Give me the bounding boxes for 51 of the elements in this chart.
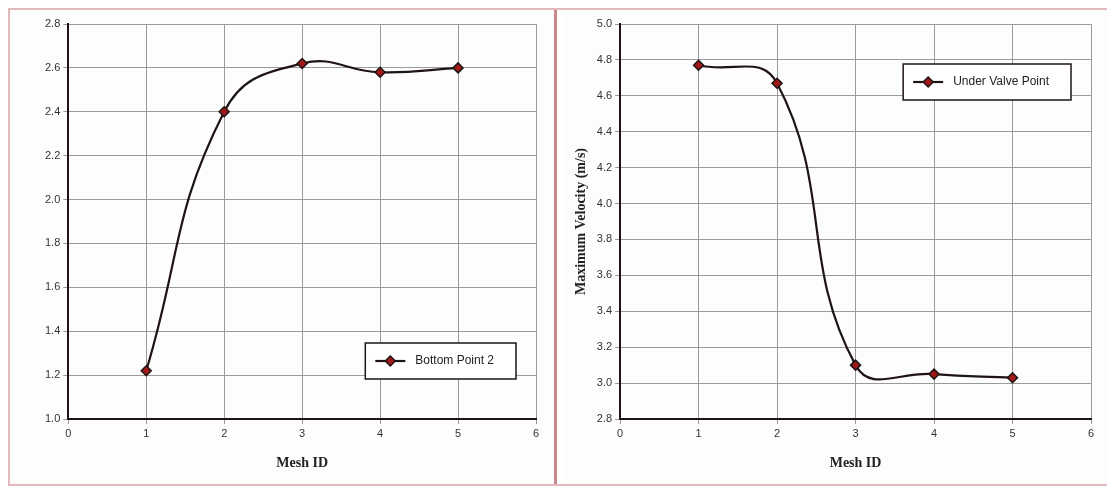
x-axis-title: Mesh ID bbox=[276, 455, 329, 471]
x-tick-label: 4 bbox=[377, 426, 384, 439]
legend-label: Under Valve Point bbox=[953, 74, 1050, 89]
point bbox=[218, 106, 230, 118]
point bbox=[928, 368, 940, 380]
point bbox=[849, 359, 862, 371]
y-tick-label: 1.6 bbox=[44, 280, 61, 293]
legend-label: Bottom Point 2 bbox=[415, 353, 495, 368]
x-tick-label: 0 bbox=[65, 426, 72, 439]
y-tick-label: 1.4 bbox=[44, 324, 61, 337]
point bbox=[296, 57, 308, 70]
y-tick-label: 3.4 bbox=[596, 304, 613, 317]
y-tick-label: 1.0 bbox=[44, 412, 61, 425]
point bbox=[692, 59, 705, 72]
y-tick-label: 4.8 bbox=[596, 52, 613, 65]
point bbox=[140, 364, 152, 377]
x-tick-label: 6 bbox=[532, 426, 540, 439]
x-tick-label: 6 bbox=[1087, 426, 1095, 439]
y-tick-label: 4.2 bbox=[596, 160, 613, 173]
y-axis-title: Maximum Velocity (m/s) bbox=[573, 147, 590, 295]
x-tick-label: 5 bbox=[454, 426, 462, 439]
y-tick-label: 3.8 bbox=[596, 232, 613, 245]
point bbox=[452, 62, 464, 74]
y-tick-label: 5.0 bbox=[596, 17, 613, 30]
x-tick-label: 4 bbox=[930, 426, 938, 439]
y-tick-label: 2.6 bbox=[44, 60, 61, 73]
y-tick-label: 1.8 bbox=[44, 236, 61, 249]
point bbox=[1006, 371, 1019, 384]
y-tick-label: 2.8 bbox=[596, 412, 613, 425]
y-tick-label: 2.4 bbox=[44, 104, 61, 117]
x-tick-label: 0 bbox=[617, 426, 624, 439]
y-tick-label: 2.8 bbox=[44, 17, 61, 30]
x-tick-label: 2 bbox=[221, 426, 228, 439]
x-tick-label: 3 bbox=[852, 426, 859, 439]
y-tick-label: 3.6 bbox=[596, 268, 613, 281]
y-tick-label: 4.6 bbox=[596, 88, 613, 101]
x-axis-title: Mesh ID bbox=[829, 455, 882, 471]
y-tick-label: 2.2 bbox=[44, 148, 61, 161]
y-tick-label: 4.4 bbox=[596, 124, 613, 137]
x-tick-label: 5 bbox=[1009, 426, 1016, 439]
point bbox=[374, 66, 386, 79]
point bbox=[771, 77, 783, 89]
y-tick-label: 1.2 bbox=[44, 368, 61, 381]
x-tick-label: 1 bbox=[695, 426, 702, 439]
x-tick-label: 1 bbox=[143, 426, 150, 439]
x-tick-label: 3 bbox=[299, 426, 306, 439]
y-tick-label: 3.2 bbox=[596, 340, 613, 353]
y-tick-label: 3.0 bbox=[596, 376, 613, 389]
y-tick-label: 4.0 bbox=[596, 196, 613, 209]
y-tick-label: 2.0 bbox=[44, 192, 61, 205]
x-tick-label: 2 bbox=[774, 426, 781, 439]
